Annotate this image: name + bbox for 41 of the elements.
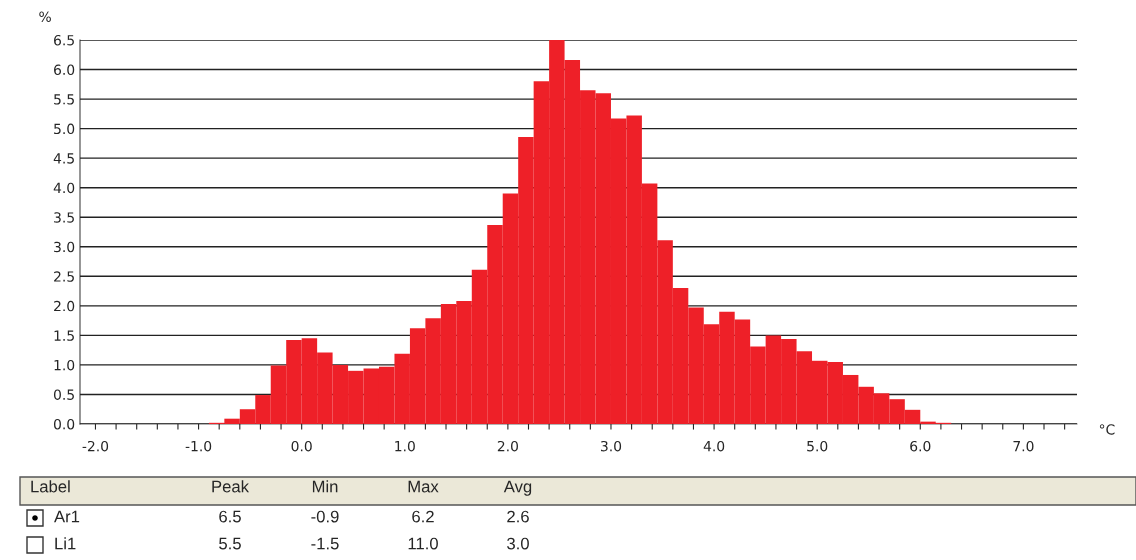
text: 11.0 — [408, 537, 438, 550]
y-tick-label: 0.5 — [53, 389, 74, 400]
text: -0.9 — [311, 510, 339, 523]
x-tick-label: 7.0 — [1013, 440, 1034, 452]
y-tick-label: 1.5 — [54, 330, 74, 341]
text: 6.2 — [412, 510, 434, 523]
text: Label — [31, 480, 70, 493]
x-tick-label: 2.0 — [497, 440, 518, 452]
y-tick-label: 6.5 — [54, 34, 74, 46]
x-tick-label: -2.0 — [82, 440, 109, 452]
x-tick-label: 0.0 — [291, 440, 312, 452]
y-tick-label: 3.5 — [54, 212, 74, 223]
text: Avg — [503, 480, 532, 496]
text: Min — [312, 480, 338, 493]
x-tick-label: 5.0 — [807, 440, 828, 452]
text: Peak — [212, 480, 250, 493]
y-tick-label: 2.5 — [54, 271, 74, 282]
y-tick-label: 5.0 — [54, 123, 75, 135]
y-tick-label: 4.0 — [53, 182, 75, 194]
text: 2.6 — [507, 510, 529, 523]
x-tick-label: -1.0 — [185, 440, 212, 452]
y-tick-label: 2.0 — [54, 300, 75, 312]
x-axis-title: °C — [1099, 424, 1115, 435]
y-tick-label: 1.0 — [54, 359, 75, 371]
x-tick-label: 3.0 — [600, 440, 622, 452]
text: 3.0 — [507, 537, 529, 550]
y-tick-label: 0.0 — [53, 418, 75, 430]
y-tick-label: 4.5 — [53, 153, 74, 164]
text: Li1 — [55, 537, 76, 550]
text: Max — [408, 480, 439, 493]
text: -1.5 — [311, 537, 339, 550]
y-tick-label: 5.5 — [54, 94, 74, 105]
x-tick-label: 1.0 — [395, 440, 415, 452]
x-tick-label: 4.0 — [703, 440, 725, 452]
x-tick-label: 6.0 — [910, 440, 931, 452]
text: 5.5 — [219, 537, 241, 550]
y-tick-label: 3.0 — [54, 241, 75, 253]
text: Ar1 — [54, 510, 80, 523]
text: 6.5 — [219, 510, 241, 523]
y-axis-title: % — [39, 11, 51, 22]
y-tick-label: 6.0 — [54, 64, 75, 76]
